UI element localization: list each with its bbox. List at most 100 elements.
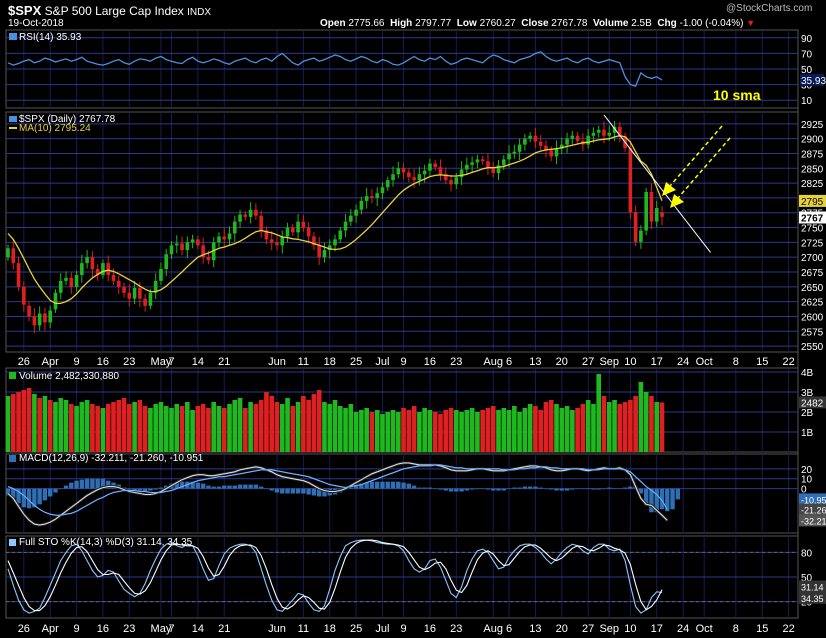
x-tick-label: Jun [268, 623, 286, 635]
macd-hist-bar [374, 481, 380, 489]
y-tick-label: 2600 [801, 312, 824, 323]
x-tick-label: 21 [218, 356, 230, 368]
macd-legend-swatch [9, 455, 16, 462]
macd-hist-bar [158, 487, 164, 489]
sto-line-0 [7, 539, 663, 614]
candle-body [74, 274, 79, 287]
volume-bar [26, 388, 32, 452]
candle-body [196, 239, 200, 246]
volume-bar [179, 406, 185, 452]
down-arrow-icon: ▼ [746, 18, 756, 28]
volume-bar [364, 408, 369, 452]
macd-hist-bar [211, 486, 216, 489]
sto-last-box [799, 580, 826, 593]
candle-body [586, 135, 590, 145]
volume-bar [459, 412, 464, 452]
macd-hist-bar [42, 488, 48, 501]
volume-bar [90, 404, 95, 452]
volume-bar [269, 396, 275, 452]
volume-bar [200, 404, 206, 452]
candle-body [227, 233, 232, 240]
x-tick-label: Sep [599, 623, 619, 635]
candle-body [391, 174, 395, 181]
candle-body [618, 126, 622, 137]
candle-body [428, 163, 432, 171]
x-tick-label: 8 [733, 623, 739, 635]
candle-body [101, 263, 105, 275]
candle-body [528, 135, 532, 139]
macd-hist-bar [100, 478, 106, 489]
y-tick-label: 2750 [801, 224, 824, 235]
candle-body [438, 167, 443, 175]
candle-body [644, 192, 648, 231]
macd-hist-bar [301, 488, 306, 494]
volume-bar [454, 410, 459, 452]
x-tick-label: 16 [97, 356, 109, 368]
candle-body [143, 298, 147, 306]
macd-line-1 [7, 464, 668, 516]
volume-bar [243, 408, 248, 452]
candle-body [27, 305, 31, 317]
macd-hist-bar [612, 488, 617, 490]
volume-bar [427, 410, 433, 452]
macd-hist-bar [174, 482, 179, 489]
candle-body [512, 151, 517, 154]
macd-hist-bar [485, 488, 491, 490]
volume-bar [580, 404, 586, 452]
macd-hist-bar [47, 488, 53, 497]
macd-hist-bar [533, 486, 538, 489]
macd-last-box [799, 493, 826, 506]
y-tick-label: 80 [801, 548, 813, 559]
macd-hist-bar [549, 488, 554, 490]
candle-body [385, 180, 390, 188]
volume-bar [232, 400, 238, 452]
y-tick-label: 2575 [801, 327, 824, 338]
y-tick-label: 0 [801, 485, 807, 496]
candle-body [132, 288, 137, 299]
x-tick-label: Jul [375, 623, 389, 635]
volume-bar [485, 408, 491, 452]
candle-body [53, 292, 58, 310]
volume-bar [279, 404, 285, 452]
macd-hist-bar [554, 488, 559, 491]
macd-hist-bar [206, 485, 211, 489]
volume-bar [174, 404, 180, 452]
macd-hist-bar [306, 488, 311, 495]
x-tick-label: 9 [401, 623, 407, 635]
volume-bar [390, 410, 396, 452]
volume-bar [237, 398, 243, 452]
macd-hist-bar [417, 487, 422, 489]
x-tick-label: 22 [782, 623, 794, 635]
macd-hist-bar [512, 487, 517, 489]
x-tick-label: Apr [42, 623, 59, 635]
candle-body [206, 257, 211, 261]
candle-body [486, 161, 490, 169]
macd-hist-bar [359, 483, 364, 489]
macd-hist-bar [21, 488, 27, 508]
volume-bar [343, 408, 348, 452]
macd-hist-bar [148, 488, 153, 491]
volume-bar [649, 396, 654, 452]
volume-bar [121, 398, 127, 452]
volume-bar [422, 408, 427, 452]
volume-bar [37, 398, 42, 452]
macd-last-label: -32.211 [801, 516, 826, 526]
candle-body [596, 129, 601, 133]
volume-bar [469, 408, 475, 452]
close-value: 2767.78 [551, 18, 588, 29]
x-tick-label: 27 [582, 356, 594, 368]
candle-body [396, 168, 401, 175]
candle-body [612, 126, 617, 133]
candle-body [533, 135, 538, 142]
candle-body [180, 243, 184, 251]
candle-body [565, 138, 569, 145]
volume-bar [401, 408, 406, 452]
volume-bar [21, 390, 27, 452]
candle-body [164, 254, 169, 270]
rsi-line [7, 51, 663, 87]
macd-hist-bar [243, 484, 248, 489]
candle-body [312, 236, 316, 246]
candle-body [138, 288, 142, 299]
macd-hist-bar [16, 488, 21, 504]
